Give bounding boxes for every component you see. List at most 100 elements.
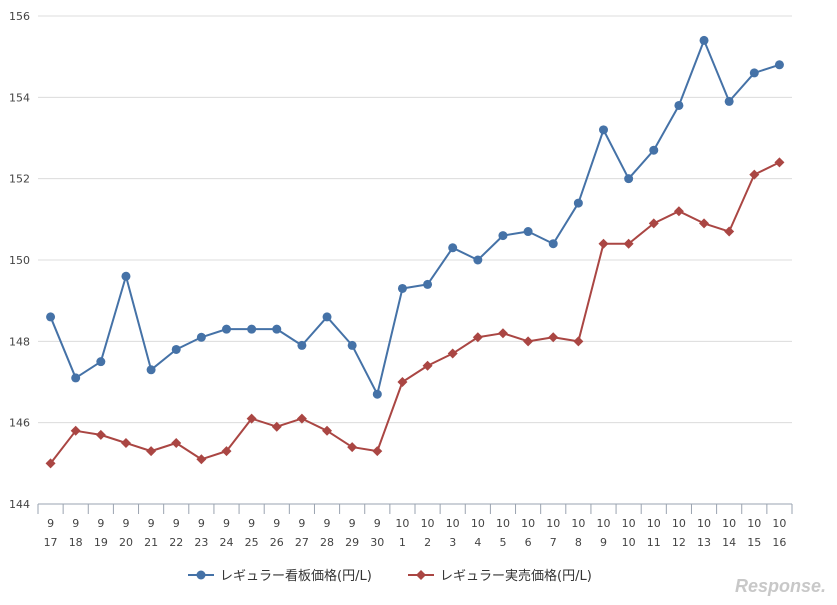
data-point — [598, 238, 609, 249]
x-tick-label-month: 10 — [571, 517, 585, 530]
x-tick-label-month: 10 — [747, 517, 761, 530]
series-line — [49, 39, 780, 396]
legend-entry: レギュラー実売価格(円/L) — [408, 568, 592, 584]
y-tick-label: 150 — [9, 254, 30, 267]
watermark: Response. — [735, 576, 826, 596]
x-tick-label-month: 10 — [471, 517, 485, 530]
y-tick-label: 152 — [9, 173, 30, 186]
x-tick-label-month: 10 — [622, 517, 636, 530]
data-point — [573, 336, 584, 347]
data-point — [95, 429, 106, 440]
data-point — [623, 238, 634, 249]
data-point — [423, 279, 433, 289]
x-tick-label-day: 2 — [424, 536, 431, 549]
data-point — [472, 332, 483, 343]
x-tick-label-month: 9 — [248, 517, 255, 530]
x-tick-label-day: 20 — [119, 536, 133, 549]
legend: レギュラー看板価格(円/L) レギュラー実売価格(円/L) — [188, 568, 592, 584]
x-tick-label-month: 10 — [647, 517, 661, 530]
x-tick-label-day: 18 — [69, 536, 83, 549]
data-point — [724, 96, 734, 106]
x-tick-label-month: 9 — [223, 517, 230, 530]
x-tick-label-month: 10 — [672, 517, 686, 530]
data-point — [246, 413, 257, 424]
data-point — [347, 340, 357, 350]
data-point — [649, 145, 659, 155]
x-tick-label-day: 6 — [525, 536, 532, 549]
data-point — [46, 312, 56, 322]
data-point — [70, 425, 81, 436]
x-tick-label-month: 10 — [697, 517, 711, 530]
x-tick-label-day: 3 — [449, 536, 456, 549]
x-tick-label-day: 1 — [399, 536, 406, 549]
data-point — [774, 60, 784, 70]
y-tick-label: 154 — [9, 91, 30, 104]
data-point — [296, 413, 307, 424]
data-point — [120, 438, 131, 448]
y-tick-label: 146 — [9, 417, 30, 430]
data-point — [272, 324, 282, 334]
data-point — [171, 438, 182, 448]
x-tick-label-day: 7 — [550, 536, 557, 549]
data-point — [121, 271, 131, 281]
data-point — [422, 360, 433, 371]
x-tick-label-day: 15 — [747, 536, 761, 549]
series-1 — [46, 35, 784, 399]
data-point — [749, 169, 760, 180]
data-point — [146, 446, 157, 457]
x-tick-label-day: 30 — [370, 536, 384, 549]
y-gridlines — [38, 15, 792, 505]
series-line — [49, 161, 780, 464]
data-point — [271, 421, 282, 432]
x-tick-label-month: 9 — [97, 517, 104, 530]
series-2 — [45, 157, 785, 469]
y-tick-label: 156 — [9, 10, 30, 23]
x-tick-label-day: 21 — [144, 536, 158, 549]
data-point — [699, 35, 709, 45]
data-point — [447, 348, 458, 359]
x-tick-label-day: 26 — [270, 536, 284, 549]
x-tick-label-day: 28 — [320, 536, 334, 549]
x-tick-label-day: 24 — [220, 536, 234, 549]
data-point — [774, 157, 785, 168]
x-tick-label-day: 17 — [44, 536, 58, 549]
x-tick-label-day: 19 — [94, 536, 108, 549]
x-tick-label-month: 9 — [349, 517, 356, 530]
series-layer — [45, 35, 785, 469]
x-tick-label-month: 10 — [446, 517, 460, 530]
x-tick-label-month: 9 — [298, 517, 305, 530]
x-tick-label-day: 14 — [722, 536, 736, 549]
data-point — [397, 377, 408, 387]
data-point — [45, 458, 56, 469]
data-point — [724, 226, 735, 237]
y-tick-label: 144 — [9, 498, 30, 511]
x-tick-label-day: 27 — [295, 536, 309, 549]
data-point — [673, 206, 684, 217]
data-point — [674, 100, 684, 110]
x-tick-label-month: 10 — [546, 517, 560, 530]
data-point — [624, 174, 634, 184]
data-point — [196, 332, 206, 342]
x-tick-label-day: 4 — [474, 536, 481, 549]
data-point — [599, 125, 608, 135]
data-point — [448, 243, 458, 253]
x-tick-label-day: 16 — [772, 536, 786, 549]
data-point — [473, 255, 483, 265]
x-tick-label-month: 9 — [148, 517, 155, 530]
data-point — [548, 332, 559, 343]
data-point — [397, 283, 407, 293]
x-tick-label-month: 9 — [273, 517, 280, 530]
x-tick-label-month: 10 — [772, 517, 786, 530]
x-tick-label-month: 10 — [597, 517, 611, 530]
data-point — [497, 328, 508, 339]
data-point — [322, 312, 332, 322]
x-tick-label-month: 9 — [72, 517, 79, 530]
x-tick-label-month: 10 — [496, 517, 510, 530]
legend-label: レギュラー実売価格(円/L) — [440, 568, 592, 584]
data-point — [297, 340, 307, 350]
data-point — [372, 446, 383, 457]
x-tick-label-month: 9 — [122, 517, 129, 530]
x-tick-label-day: 12 — [672, 536, 686, 549]
data-point — [498, 231, 508, 241]
data-point — [648, 218, 659, 229]
